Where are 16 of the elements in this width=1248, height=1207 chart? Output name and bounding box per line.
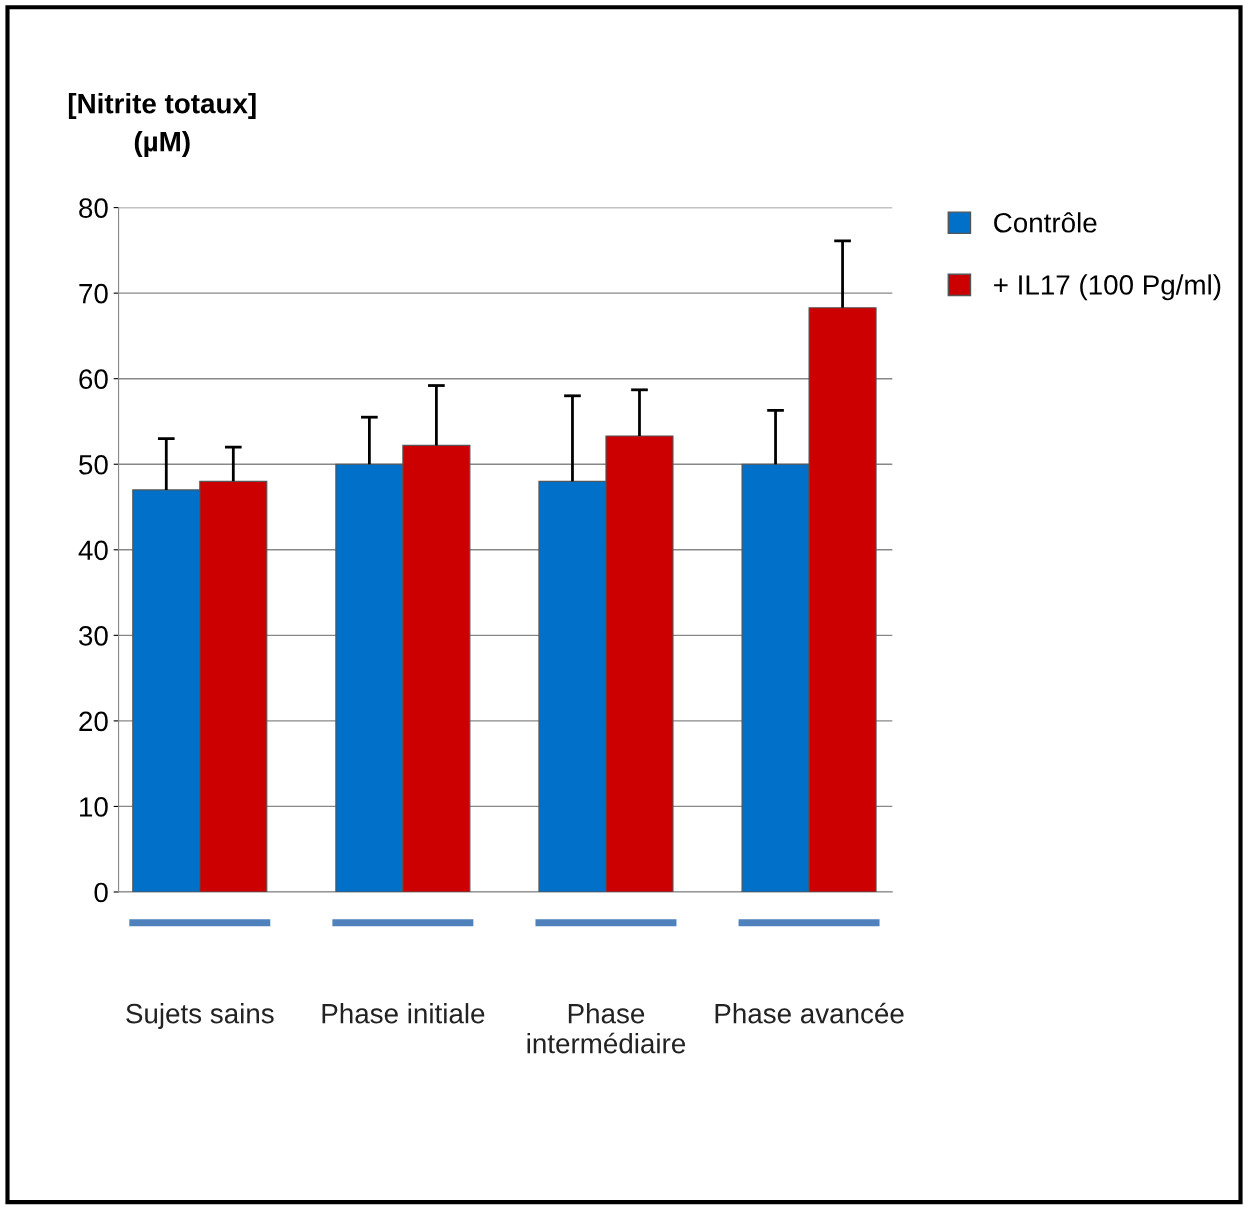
x-tick-label: Sujets sains — [126, 1003, 274, 1029]
y-tick-label: 20 — [79, 711, 108, 732]
y-tick-label: 0 — [94, 882, 108, 903]
y-tick-label: 40 — [78, 540, 108, 561]
y-tick-label: 50 — [79, 454, 108, 475]
y-tick-label: 60 — [79, 369, 108, 390]
x-tick-label: Phase initiale — [322, 1003, 485, 1024]
legend-label: Contrôle — [994, 212, 1097, 233]
y-tick-label: 30 — [79, 626, 108, 646]
y-tick-label: 70 — [79, 283, 108, 304]
x-tick-label: Phase avancée — [715, 1002, 904, 1024]
y-axis-title: [Nitrite totaux] (µM) — [68, 93, 256, 157]
x-tick-label: Phase intermédiaire — [527, 1003, 686, 1054]
y-tick-label: 10 — [80, 797, 108, 817]
legend-label: + IL17 (100 Pg/ml) — [994, 274, 1221, 301]
y-tick-label: 80 — [79, 198, 108, 218]
